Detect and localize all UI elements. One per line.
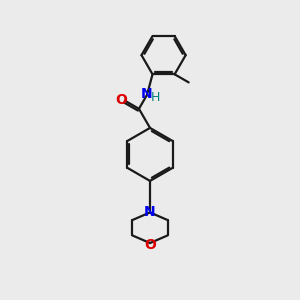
Text: O: O [144,238,156,251]
Text: H: H [151,91,160,103]
Text: O: O [115,93,127,107]
Text: N: N [141,87,153,100]
Text: N: N [144,206,156,219]
